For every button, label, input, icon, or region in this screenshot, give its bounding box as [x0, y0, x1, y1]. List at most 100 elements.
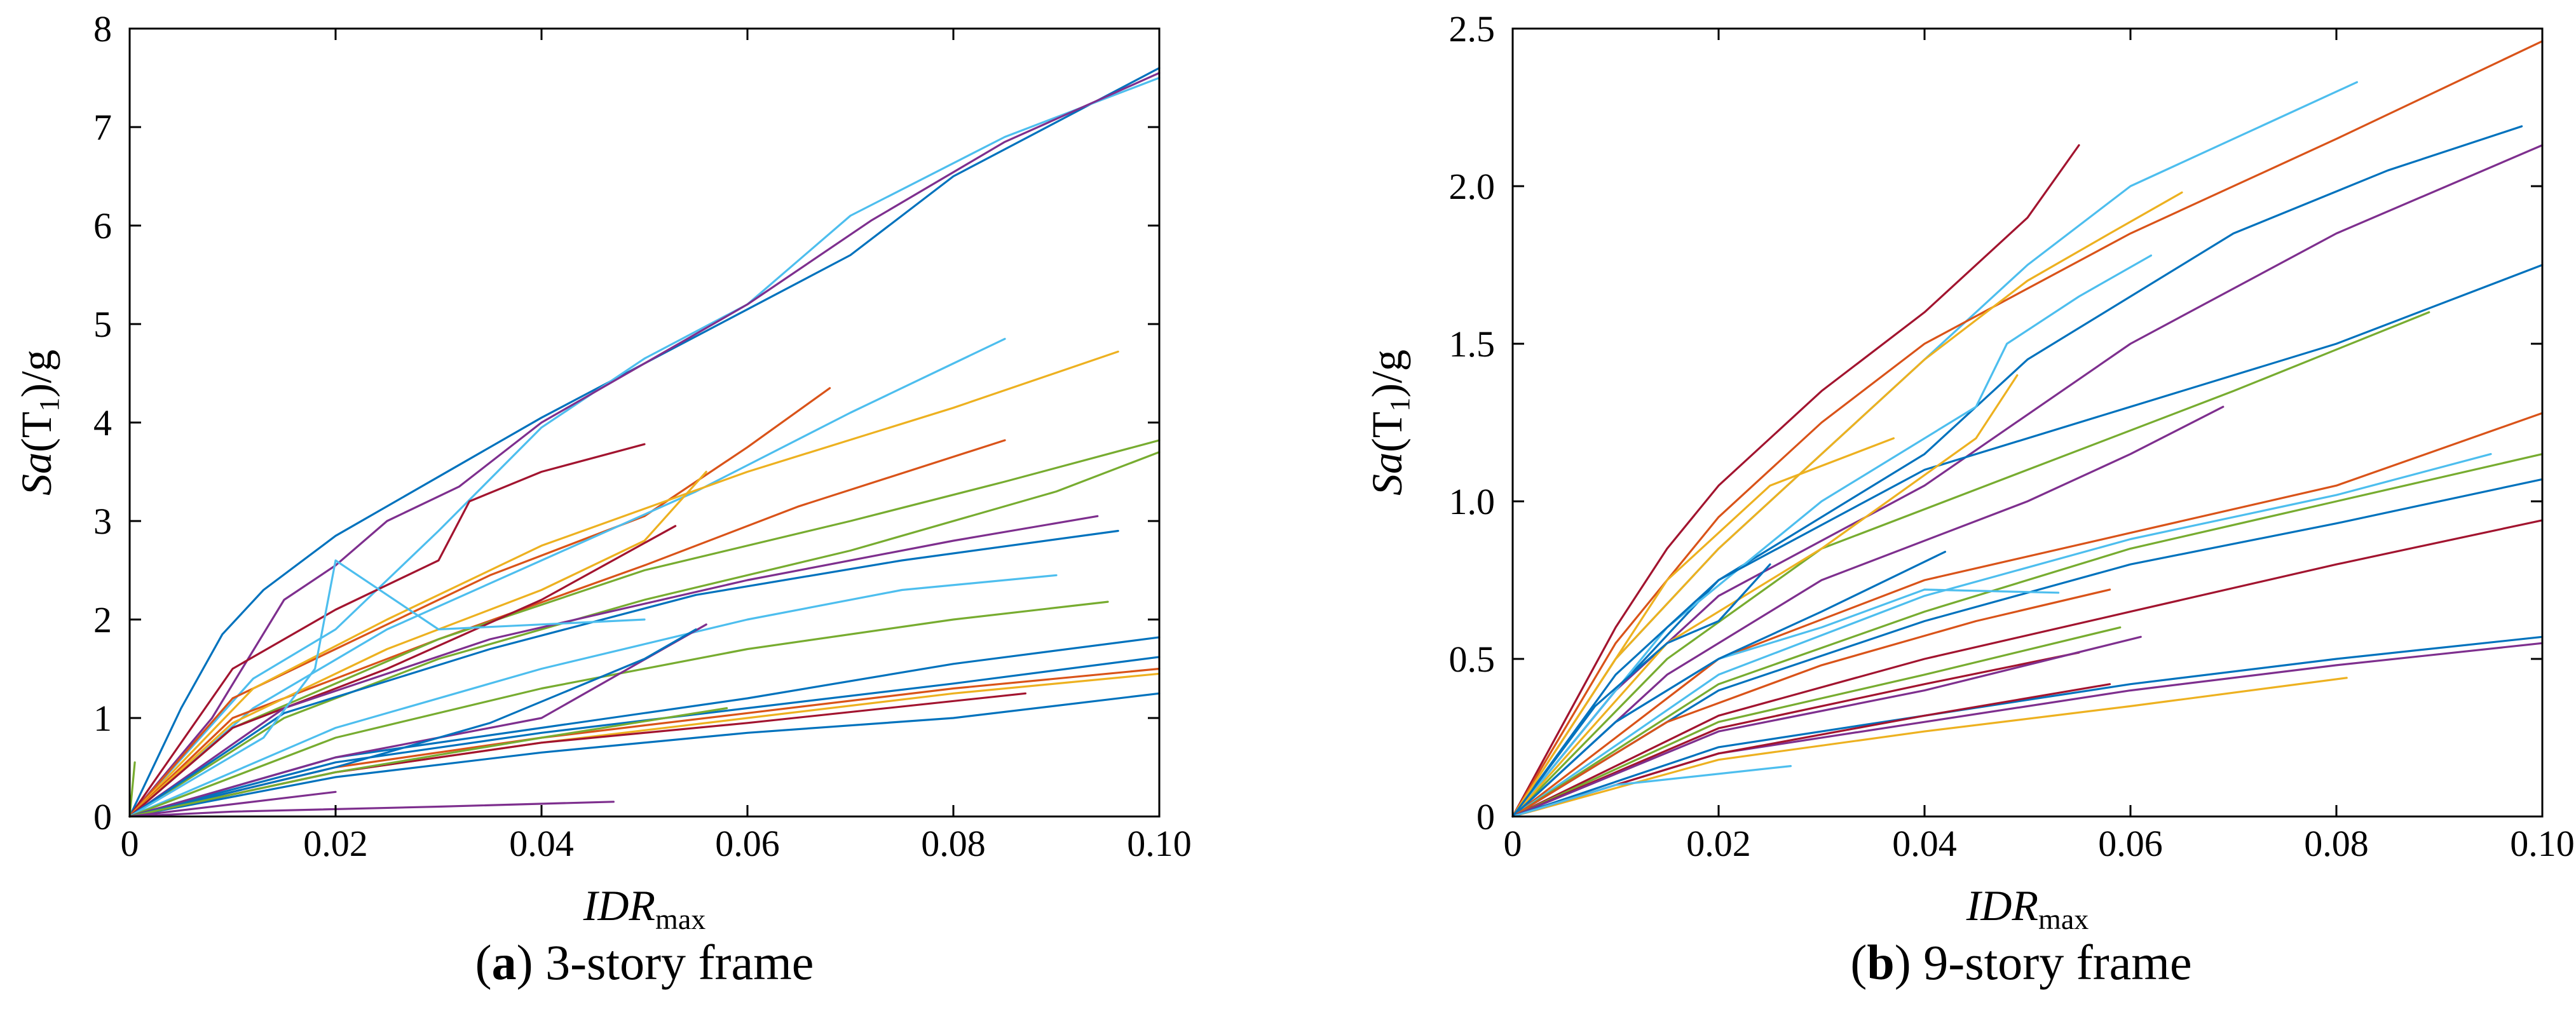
y-tick-label-a-1: 1: [93, 698, 112, 739]
series-line-b-27: [1511, 683, 2111, 818]
x-axis-label-a: IDRmax: [583, 881, 706, 934]
x-tick-label-a-3: 0.06: [715, 823, 780, 864]
y-tick-label-a-0: 0: [93, 796, 112, 837]
chart-b: 0 0.02 0.04 0.06 0.08 0.10 0 0.5 1.0 1.5 2.0 2.5 Sa…: [1363, 8, 2575, 934]
y-tick-label-b-0: 0: [1476, 796, 1495, 837]
series-line-b-17: [1511, 519, 2544, 818]
series-line-b-23: [1511, 635, 2142, 818]
series-line-b-13: [1511, 412, 2544, 818]
x-tick-label-b-2: 0.04: [1892, 823, 1957, 864]
series-line-a-13: [128, 515, 1099, 818]
series-line-b-21: [1511, 626, 2122, 818]
series-line-b-20: [1511, 588, 2111, 818]
series-line-a-4: [128, 443, 646, 818]
x-tick-label-b-4: 0.08: [2304, 823, 2369, 864]
series-line-b-15: [1511, 453, 2544, 818]
plot-lines-a: [128, 67, 1161, 818]
y-axis-label-a: Sa(T1)/g: [12, 349, 65, 496]
ylabel-tail-a: )/g: [12, 349, 60, 398]
series-line-b-8: [1511, 264, 2544, 818]
y-tick-label-b-1: 0.5: [1449, 639, 1496, 680]
series-line-a-3: [128, 72, 1161, 818]
x-tick-label-a-4: 0.08: [921, 823, 986, 864]
y-tick-label-b-5: 2.5: [1449, 8, 1496, 50]
series-line-b-24: [1511, 635, 2544, 818]
ylabel-main-b: Sa: [1363, 452, 1411, 496]
series-line-a-15: [128, 574, 1058, 818]
y-tick-label-a-6: 6: [93, 205, 112, 247]
series-line-a-7: [128, 350, 1119, 818]
series-line-b-9: [1511, 311, 2430, 818]
ylabel-sub-a: 1: [34, 398, 65, 412]
ylabel-sub-b: 1: [1384, 398, 1415, 412]
y-tick-label-b-4: 2.0: [1449, 166, 1496, 207]
x-axis-label-b: IDRmax: [1966, 881, 2089, 934]
series-line-b-26: [1511, 677, 2348, 818]
series-line-a-1: [128, 67, 1161, 818]
series-line-b-4: [1511, 125, 2523, 818]
xlabel-main-a: IDR: [583, 881, 655, 930]
caption-text-b: 9-story frame: [1923, 935, 2192, 990]
x-tick-label-b-0: 0: [1504, 823, 1522, 864]
series-line-a-5: [128, 387, 831, 818]
series-line-b-25: [1511, 642, 2544, 818]
y-tick-label-b-2: 1.0: [1449, 481, 1496, 522]
y-tick-label-a-4: 4: [93, 402, 112, 444]
series-line-a-18: [128, 636, 1161, 818]
x-tick-label-a-1: 0.02: [303, 823, 368, 864]
caption-letter-a: a: [491, 935, 517, 990]
xlabel-sub-b: max: [2038, 903, 2089, 934]
ylabel-tail-b: )/g: [1363, 349, 1411, 398]
series-line-a-11: [128, 470, 707, 818]
caption-letter-b: b: [1867, 935, 1895, 990]
series-line-a-19: [128, 656, 1161, 818]
x-tick-label-a-0: 0: [121, 823, 139, 864]
series-line-a-17: [128, 600, 1109, 818]
x-tick-label-b-3: 0.06: [2098, 823, 2163, 864]
y-tick-label-a-8: 8: [93, 8, 112, 50]
caption-a: (a) 3-story frame: [475, 935, 814, 990]
y-tick-label-a-5: 5: [93, 304, 112, 345]
series-line-a-26: [128, 707, 728, 818]
y-tick-label-b-3: 1.5: [1449, 323, 1496, 365]
series-line-a-25: [128, 628, 697, 818]
series-line-b-6: [1511, 191, 2183, 818]
series-line-a-9: [128, 439, 1161, 818]
plot-frame-b: [1511, 27, 2544, 818]
series-line-b-22: [1511, 651, 2080, 818]
y-tick-label-a-2: 2: [93, 599, 112, 640]
x-tick-label-a-2: 0.04: [509, 823, 574, 864]
xlabel-main-b: IDR: [1966, 881, 2038, 930]
caption-text-a: 3-story frame: [545, 935, 814, 990]
x-tick-label-b-1: 0.02: [1686, 823, 1751, 864]
y-tick-label-a-7: 7: [93, 107, 112, 148]
x-tick-label-b-5: 0.10: [2510, 823, 2575, 864]
series-line-b-1: [1511, 144, 2080, 818]
caption-b: (b) 9-story frame: [1850, 935, 2192, 990]
series-line-b-19: [1511, 550, 1946, 818]
ylabel-main-a: Sa: [12, 452, 60, 496]
series-line-a-23: [128, 692, 1026, 818]
series-line-b-12: [1511, 374, 2019, 818]
series-line-b-10: [1511, 405, 2225, 818]
ticks-a: 0 0.02 0.04 0.06 0.08 0.10 0 1 2 3 4 5 6 7 8: [93, 8, 1192, 864]
ylabel-open-b: (T: [1363, 412, 1411, 452]
series-line-a-22: [128, 692, 1161, 818]
y-axis-label-b: Sa(T1)/g: [1363, 349, 1415, 496]
plot-lines-b: [1511, 40, 2544, 818]
y-tick-label-a-3: 3: [93, 501, 112, 542]
series-line-a-8: [128, 439, 1006, 818]
series-line-b-29: [1511, 563, 1771, 818]
ticks-b: 0 0.02 0.04 0.06 0.08 0.10 0 0.5 1.0 1.5 2.0 2.5: [1449, 8, 2575, 864]
series-line-a-6: [128, 337, 1006, 818]
x-tick-label-a-5: 0.10: [1127, 823, 1192, 864]
series-line-a-12: [128, 525, 677, 818]
series-line-a-16: [128, 559, 646, 818]
series-line-b-11: [1511, 437, 1895, 818]
series-line-b-28: [1511, 765, 1792, 818]
series-line-b-14: [1511, 453, 2492, 818]
series-line-b-16: [1511, 478, 2544, 818]
xlabel-sub-a: max: [655, 903, 705, 934]
series-line-b-3: [1511, 40, 2544, 818]
